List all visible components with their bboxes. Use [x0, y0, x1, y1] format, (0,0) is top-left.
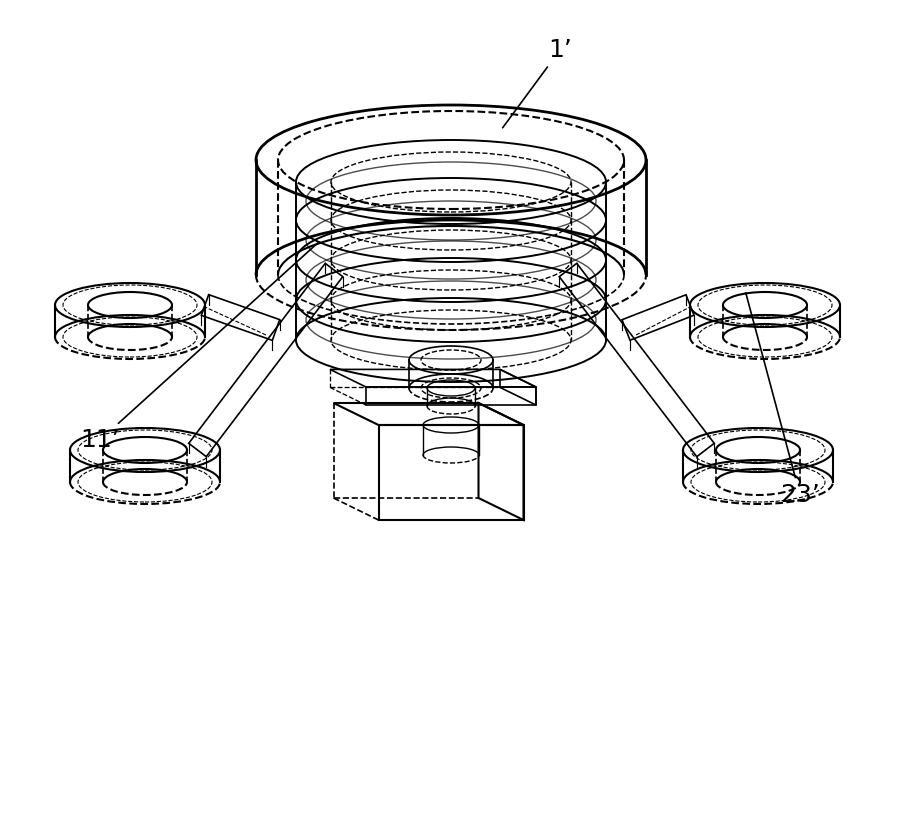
Text: 1’: 1’ [502, 38, 572, 128]
Text: 23’: 23’ [746, 292, 820, 507]
Text: 11’: 11’ [80, 242, 319, 452]
